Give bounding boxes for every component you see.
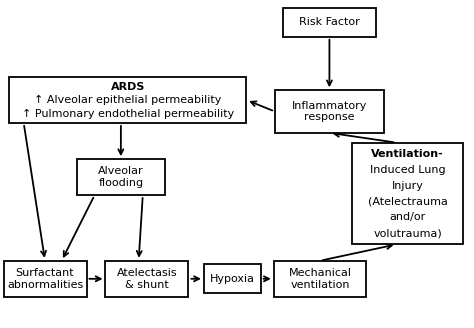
Text: Ventilation-: Ventilation- <box>371 149 444 159</box>
FancyBboxPatch shape <box>274 261 366 297</box>
Text: Induced Lung: Induced Lung <box>370 165 446 175</box>
Text: ↑ Alveolar epithelial permeability: ↑ Alveolar epithelial permeability <box>34 95 222 105</box>
Text: Hypoxia: Hypoxia <box>210 274 255 284</box>
Text: Surfactant
abnormalities: Surfactant abnormalities <box>7 268 83 290</box>
Text: Injury: Injury <box>392 181 424 191</box>
Text: Inflammatory
response: Inflammatory response <box>292 101 367 122</box>
Text: volutrauma): volutrauma) <box>373 228 442 238</box>
FancyBboxPatch shape <box>4 261 86 297</box>
Text: (Atelectrauma: (Atelectrauma <box>368 196 447 206</box>
Text: Alveolar
flooding: Alveolar flooding <box>98 166 144 188</box>
FancyBboxPatch shape <box>275 90 384 133</box>
FancyBboxPatch shape <box>9 77 246 123</box>
FancyBboxPatch shape <box>105 261 188 297</box>
FancyBboxPatch shape <box>283 8 375 37</box>
FancyBboxPatch shape <box>204 264 261 293</box>
Text: ↑ Pulmonary endothelial permeability: ↑ Pulmonary endothelial permeability <box>22 109 234 119</box>
Text: ARDS: ARDS <box>111 82 145 92</box>
Text: and/or: and/or <box>390 212 426 222</box>
Text: Mechanical
ventilation: Mechanical ventilation <box>289 268 351 290</box>
FancyBboxPatch shape <box>77 159 165 195</box>
Text: Atelectasis
& shunt: Atelectasis & shunt <box>117 268 177 290</box>
Text: Risk Factor: Risk Factor <box>299 17 360 27</box>
FancyBboxPatch shape <box>352 143 463 244</box>
